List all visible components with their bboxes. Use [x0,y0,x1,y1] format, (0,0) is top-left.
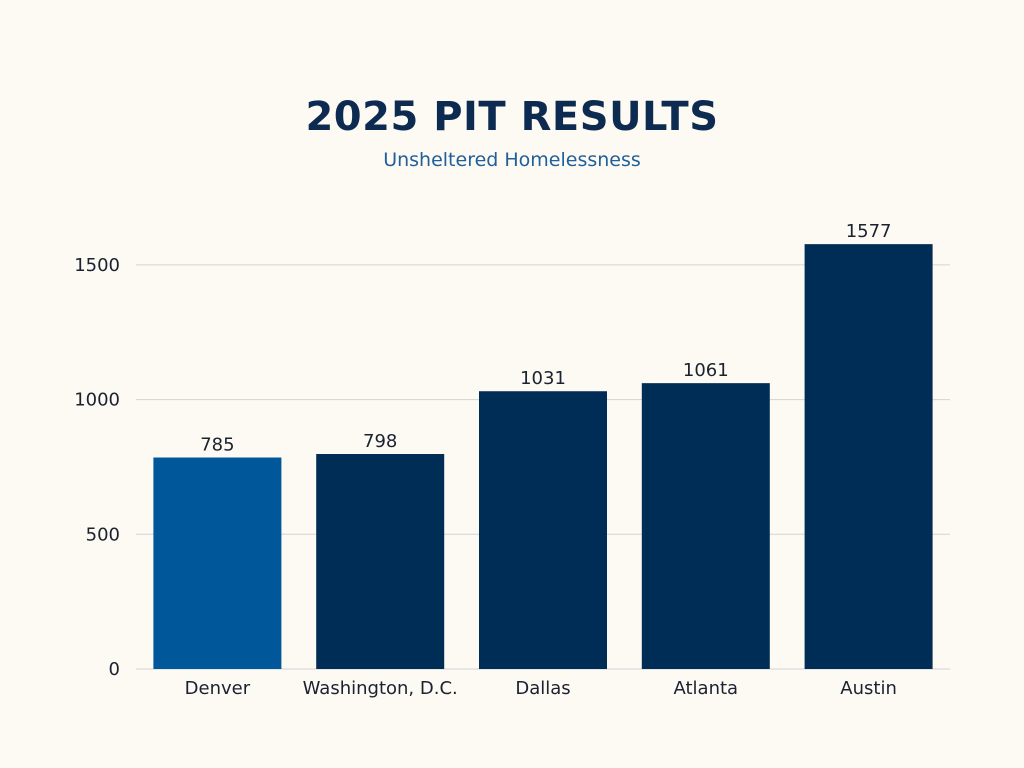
value-labels: 785 798 1031 1061 1577 [200,221,891,455]
bar-value-label: 1577 [846,221,892,242]
bar [153,457,282,669]
y-tick-label: 1500 [74,255,120,276]
category-labels: Denver Washington, D.C. Dallas Atlanta Austi… [185,678,897,699]
bar-value-label: 798 [363,431,397,452]
x-category-label: Dallas [515,678,570,699]
bar [316,454,445,669]
bar-value-label: 1031 [520,368,566,389]
chart-subtitle: Unsheltered Homelessness [383,149,641,171]
chart-title: 2025 PIT RESULTS [305,94,719,140]
bars [153,244,933,670]
y-tick-label: 500 [86,524,120,545]
x-category-label: Austin [840,678,897,699]
y-tick-label: 1000 [74,390,120,411]
y-axis-ticks: 0 500 1000 1500 [74,255,120,680]
x-category-label: Atlanta [674,678,739,699]
bar [641,383,770,669]
x-category-label: Denver [185,678,251,699]
bar-value-label: 785 [200,435,234,456]
bar-value-label: 1061 [683,360,729,381]
bar [804,244,933,670]
bar [479,391,607,669]
y-tick-label: 0 [109,659,120,680]
x-category-label: Washington, D.C. [303,678,458,699]
